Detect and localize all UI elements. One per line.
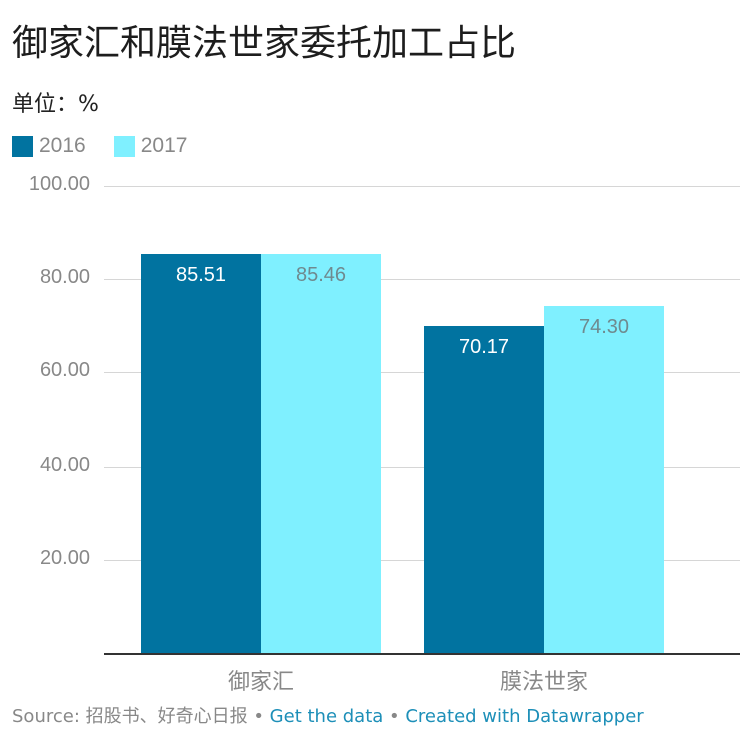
x-label-mofashijia: 膜法世家 — [499, 670, 588, 695]
source-text: Source: 招股书、好奇心日报 — [12, 706, 248, 727]
gridline — [104, 186, 740, 187]
bar-mofashijia-2017: 74.30 — [544, 306, 664, 654]
bar-value-label: 70.17 — [458, 336, 510, 358]
separator: • — [383, 706, 406, 727]
bar-yujiahui-2017: 85.46 — [261, 254, 381, 654]
legend-item-2016: 2016 — [12, 134, 86, 158]
legend-swatch-2016 — [12, 135, 33, 157]
y-tick: 100.00 — [28, 173, 90, 195]
bar-value-label: 85.51 — [175, 264, 227, 286]
chart-subtitle: 单位：% — [12, 92, 99, 117]
bar-yujiahui-2016: 85.51 — [141, 254, 261, 654]
legend-label: 2017 — [140, 134, 188, 157]
gridline — [104, 467, 740, 468]
separator: • — [247, 706, 270, 727]
gridline — [104, 560, 740, 561]
chart-title: 御家汇和膜法世家委托加工占比 — [12, 23, 517, 64]
y-tick: 80.00 — [39, 266, 90, 288]
bar-value-label: 85.46 — [295, 264, 347, 286]
x-axis-baseline — [104, 653, 740, 655]
y-tick: 20.00 — [39, 547, 90, 569]
bar-mofashijia-2016: 70.17 — [424, 326, 544, 654]
footer: Source: 招股书、好奇心日报 • Get the data • Creat… — [12, 702, 644, 728]
gridline — [104, 372, 740, 373]
legend: 2016 2017 — [12, 134, 187, 158]
y-tick: 40.00 — [39, 454, 90, 476]
bar-value-label: 74.30 — [578, 316, 630, 338]
legend-label: 2016 — [39, 134, 86, 157]
get-the-data-link[interactable]: Get the data — [269, 706, 384, 727]
gridline — [104, 279, 740, 280]
x-label-yujiahui: 御家汇 — [227, 670, 294, 695]
legend-swatch-2017 — [113, 135, 135, 157]
legend-item-2017: 2017 — [113, 134, 188, 158]
y-tick: 60.00 — [39, 359, 90, 381]
created-with-datawrapper-link[interactable]: Created with Datawrapper — [405, 706, 644, 727]
